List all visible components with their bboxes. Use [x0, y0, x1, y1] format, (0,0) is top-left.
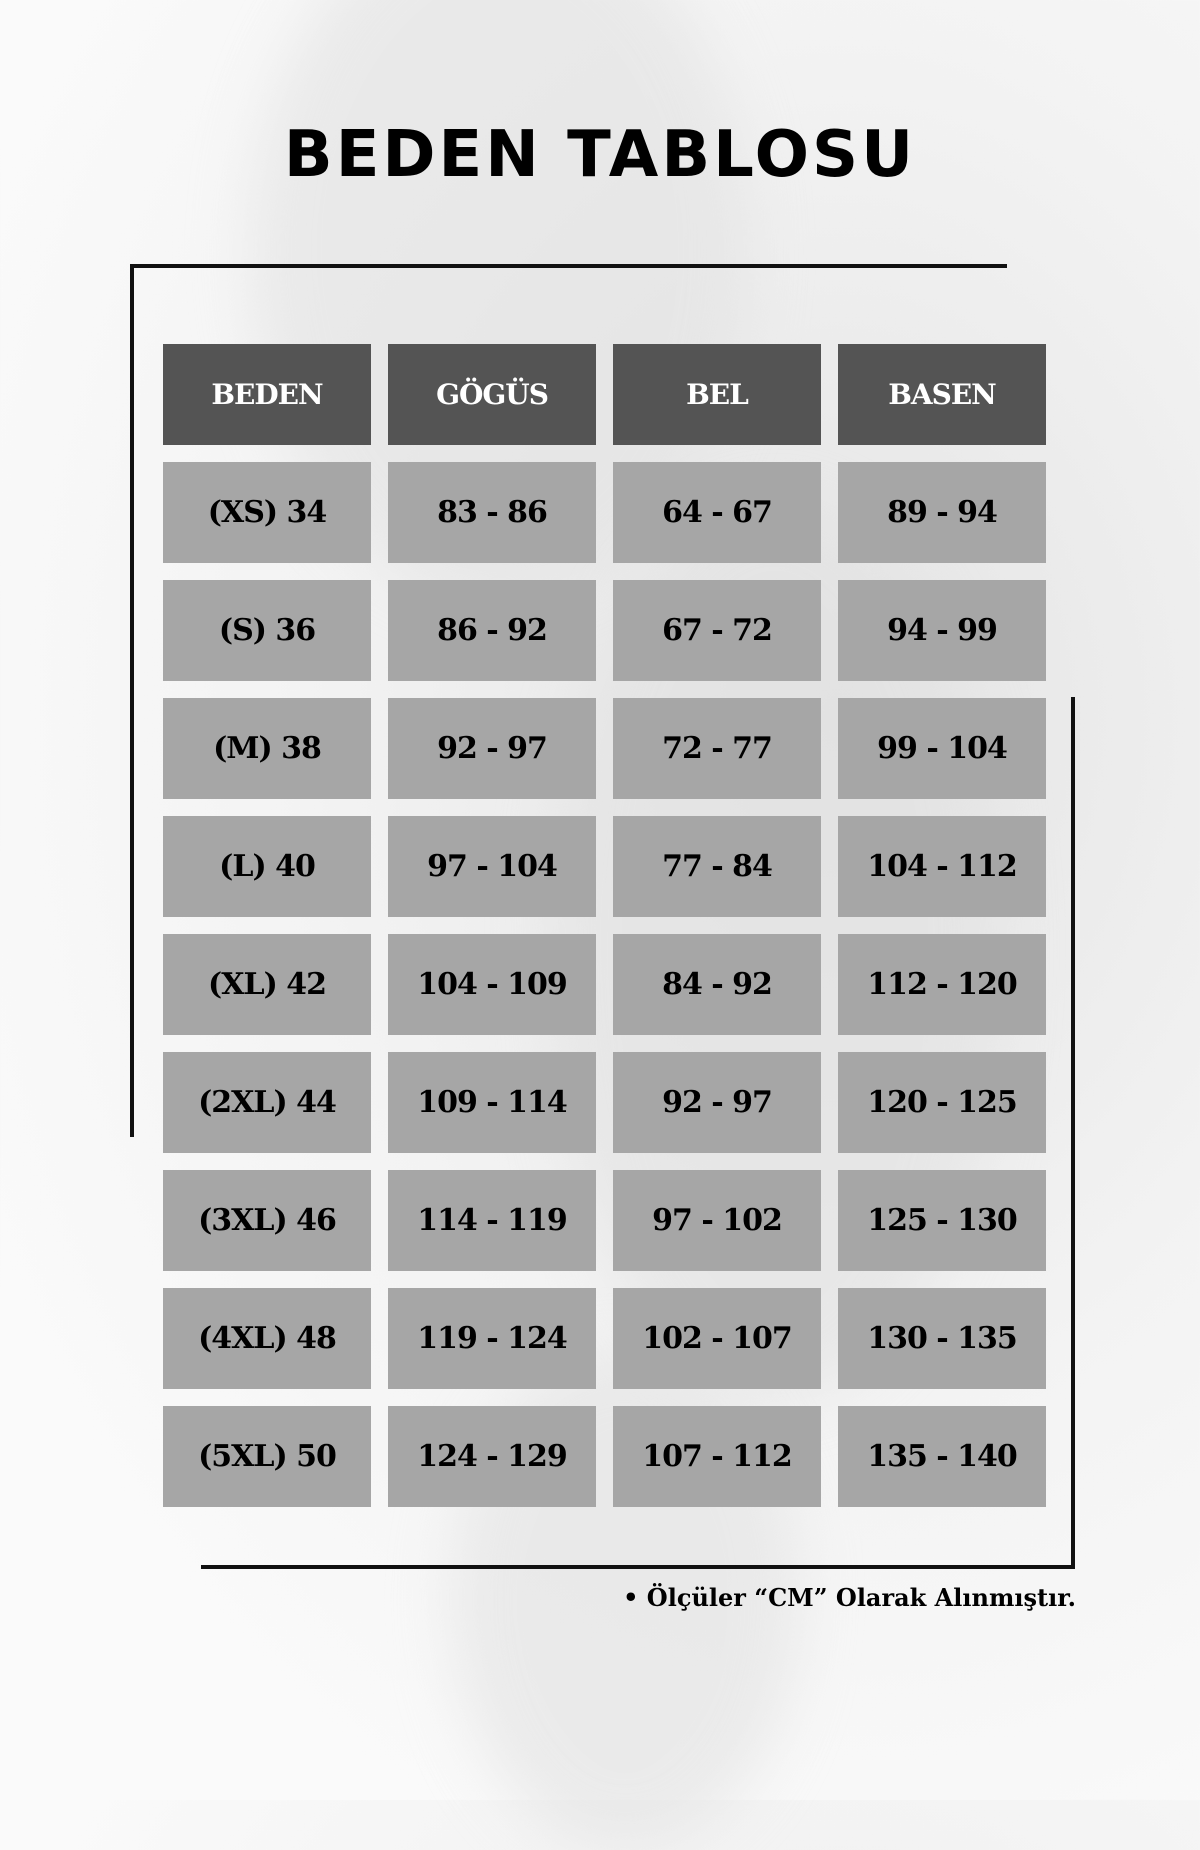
table-cell: 97 - 104 — [388, 816, 596, 917]
table-cell: 84 - 92 — [613, 934, 821, 1035]
table-cell: 94 - 99 — [838, 580, 1046, 681]
table-cell: (XS) 34 — [163, 462, 371, 563]
table-cell: (5XL) 50 — [163, 1406, 371, 1507]
table-cell: 64 - 67 — [613, 462, 821, 563]
frame-left-line — [130, 264, 134, 1137]
page-title: BEDEN TABLOSU — [283, 118, 917, 192]
column-header: BASEN — [838, 344, 1046, 445]
table-cell: 109 - 114 — [388, 1052, 596, 1153]
table-cell: (4XL) 48 — [163, 1288, 371, 1389]
table-cell: 114 - 119 — [388, 1170, 596, 1271]
column-header: BEDEN — [163, 344, 371, 445]
table-cell: 107 - 112 — [613, 1406, 821, 1507]
column-header: BEL — [613, 344, 821, 445]
table-cell: (M) 38 — [163, 698, 371, 799]
table-cell: 77 - 84 — [613, 816, 821, 917]
table-cell: 67 - 72 — [613, 580, 821, 681]
table-cell: (3XL) 46 — [163, 1170, 371, 1271]
table-cell: 99 - 104 — [838, 698, 1046, 799]
frame-bottom-line — [201, 1565, 1075, 1569]
table-cell: 102 - 107 — [613, 1288, 821, 1389]
size-table: BEDEN GÖGÜS BEL BASEN (XS) 34 83 - 86 64 - 67 8… — [163, 344, 1046, 1507]
table-cell: (S) 36 — [163, 580, 371, 681]
frame-right-line — [1071, 697, 1075, 1569]
table-cell: 125 - 130 — [838, 1170, 1046, 1271]
table-cell: 72 - 77 — [613, 698, 821, 799]
table-cell: (L) 40 — [163, 816, 371, 917]
table-cell: 119 - 124 — [388, 1288, 596, 1389]
table-cell: 92 - 97 — [388, 698, 596, 799]
table-cell: 135 - 140 — [838, 1406, 1046, 1507]
table-cell: 89 - 94 — [838, 462, 1046, 563]
table-cell: 112 - 120 — [838, 934, 1046, 1035]
table-cell: 104 - 112 — [838, 816, 1046, 917]
table-cell: 86 - 92 — [388, 580, 596, 681]
table-cell: 130 - 135 — [838, 1288, 1046, 1389]
column-header: GÖGÜS — [388, 344, 596, 445]
table-cell: (2XL) 44 — [163, 1052, 371, 1153]
frame-top-line — [134, 264, 1007, 268]
table-cell: 104 - 109 — [388, 934, 596, 1035]
table-cell: 124 - 129 — [388, 1406, 596, 1507]
table-cell: 83 - 86 — [388, 462, 596, 563]
table-cell: (XL) 42 — [163, 934, 371, 1035]
table-cell: 120 - 125 — [838, 1052, 1046, 1153]
measurement-note: • Ölçüler “CM” Olarak Alınmıştır. — [623, 1583, 1076, 1612]
table-cell: 97 - 102 — [613, 1170, 821, 1271]
table-cell: 92 - 97 — [613, 1052, 821, 1153]
